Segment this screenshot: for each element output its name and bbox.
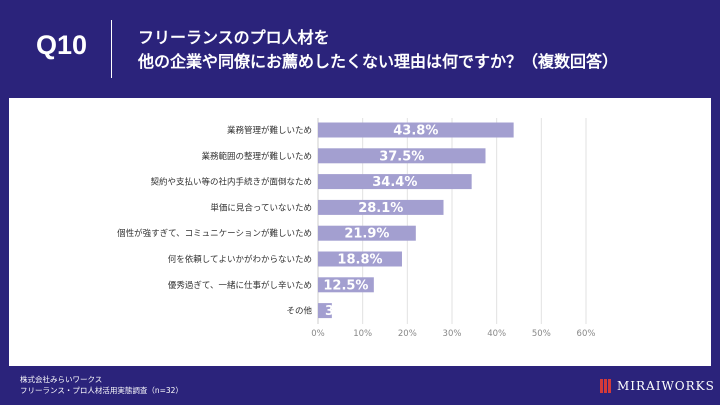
data-label: 18.8%	[337, 253, 382, 268]
header: Q10 フリーランスのプロ人材を 他の企業や同僚にお薦めしたくない理由は何ですか…	[0, 0, 720, 96]
source-company: 株式会社みらいワークス	[20, 375, 103, 384]
category-label: その他	[286, 306, 312, 317]
data-label: 37.5%	[379, 149, 424, 164]
header-divider	[111, 20, 112, 78]
question-number: Q10	[36, 30, 88, 60]
title-line-1: フリーランスのプロ人材を	[138, 28, 330, 47]
x-tick-label: 30%	[443, 329, 462, 339]
page-title: フリーランスのプロ人材を 他の企業や同僚にお薦めしたくない理由は何ですか？（複数…	[138, 26, 618, 74]
x-tick-label: 40%	[487, 329, 506, 339]
category-label: 契約や支払い等の社内手続きが面倒なため	[150, 177, 312, 188]
bar	[318, 303, 332, 319]
title-line-2: 他の企業や同僚にお薦めしたくない理由は何ですか？（複数回答）	[138, 52, 619, 71]
data-label: 43.8%	[393, 124, 438, 139]
data-label: 3.1%	[325, 304, 361, 319]
category-label: 優秀過ぎて、一緒に仕事がし辛いため	[168, 280, 312, 291]
logo-mark-icon	[600, 379, 611, 393]
data-label: 12.5%	[323, 278, 368, 293]
company-logo: MIRAIWORKS	[600, 379, 715, 393]
bar-chart: 0% 10% 20% 30% 40% 50% 60% 業務管理が難しいため 43.8% 業務範囲の…	[117, 118, 596, 339]
x-tick-label: 60%	[577, 329, 596, 339]
bar	[318, 174, 472, 190]
bar	[318, 122, 514, 138]
category-label: 単価に見合っていないため	[210, 202, 312, 213]
category-label: 何を依頼してよいかがわからないため	[168, 254, 312, 265]
x-tick-label: 50%	[532, 329, 551, 339]
source-survey: フリーランス・プロ人材活用実態調査（n=32）	[20, 386, 183, 395]
category-label: 個性が強すぎて、コミュニケーションが難しいため	[117, 228, 312, 239]
x-tick-label: 10%	[353, 329, 372, 339]
data-label: 21.9%	[344, 227, 389, 242]
bar	[318, 148, 486, 164]
bar	[318, 277, 374, 293]
bar	[318, 251, 402, 267]
bar	[318, 199, 444, 215]
data-label: 28.1%	[358, 201, 403, 216]
chart-panel: 0% 10% 20% 30% 40% 50% 60% 業務管理が難しいため 43.8% 業務範囲の…	[9, 98, 711, 366]
category-label: 業務管理が難しいため	[227, 125, 312, 136]
data-label: 34.4%	[372, 175, 417, 190]
source-note: 株式会社みらいワークス フリーランス・プロ人材活用実態調査（n=32）	[20, 374, 183, 396]
category-label: 業務範囲の整理が難しいため	[201, 151, 312, 162]
logo-text: MIRAIWORKS	[617, 379, 715, 393]
bar	[318, 225, 416, 241]
x-tick-label: 0%	[311, 329, 325, 339]
x-tick-label: 20%	[398, 329, 417, 339]
